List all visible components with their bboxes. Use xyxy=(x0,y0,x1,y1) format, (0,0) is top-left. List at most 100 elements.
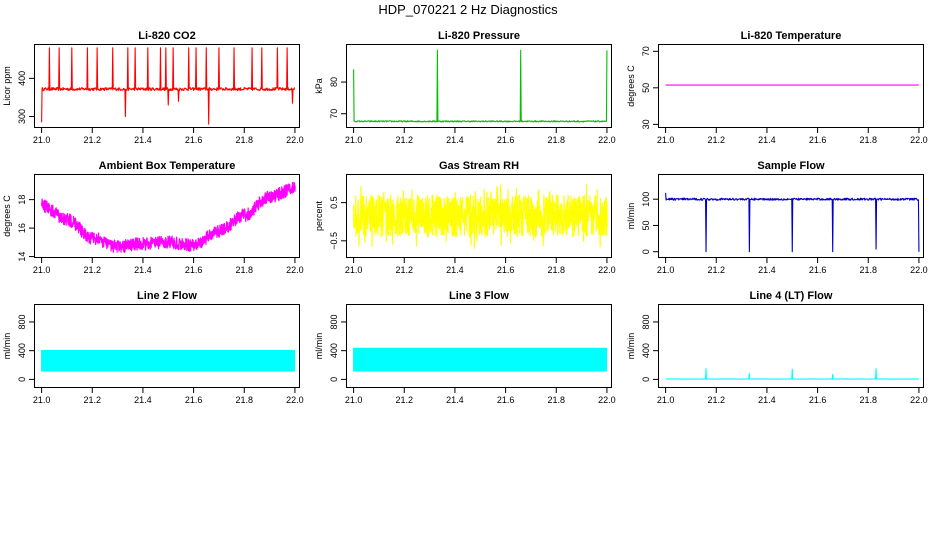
panel-title: Line 2 Flow xyxy=(137,290,197,302)
x-tick-label: 21.4 xyxy=(134,265,152,275)
panel-title: Sample Flow xyxy=(757,160,825,172)
x-tick-label: 21.4 xyxy=(134,395,152,405)
chart-panel: Line 4 (LT) Flow ml/min 21.0 21.2 21.4 21.6 21… xyxy=(626,290,928,405)
x-tick-label: 21.6 xyxy=(809,395,827,405)
y-tick-label: 400 xyxy=(17,343,27,358)
x-tick-label: 21.8 xyxy=(860,135,878,145)
y-tick-label: 800 xyxy=(17,314,27,329)
figure-title: HDP_070221 2 Hz Diagnostics xyxy=(378,2,558,17)
x-tick-label: 21.2 xyxy=(396,265,414,275)
y-tick-label: 16 xyxy=(17,223,27,233)
x-tick-label: 21.0 xyxy=(657,135,675,145)
x-tick-label: 21.2 xyxy=(84,395,102,405)
x-tick-label: 21.0 xyxy=(33,265,51,275)
series-line-line2 xyxy=(41,349,295,372)
x-tick-label: 21.0 xyxy=(345,135,363,145)
x-tick-label: 21.8 xyxy=(236,395,254,405)
x-tick-label: 21.0 xyxy=(657,395,675,405)
y-tick-label: 70 xyxy=(641,46,651,56)
y-tick-label: 0 xyxy=(329,377,339,382)
y-tick-label: 50 xyxy=(641,220,651,230)
plot-border xyxy=(34,174,300,258)
plot-area xyxy=(41,47,296,125)
y-tick-label: 400 xyxy=(17,71,27,86)
x-tick-label: 22.0 xyxy=(286,265,304,275)
panel-title: Line 4 (LT) Flow xyxy=(750,290,833,302)
x-tick-label: 21.8 xyxy=(548,135,566,145)
y-tick-label: 0 xyxy=(641,249,651,254)
y-tick-label: 0 xyxy=(17,377,27,382)
x-tick-label: 21.2 xyxy=(84,135,102,145)
chart-panel: Ambient Box Temperature degrees C 21.0 21.2… xyxy=(2,160,304,275)
x-tick-label: 22.0 xyxy=(598,265,616,275)
y-tick-label: 800 xyxy=(329,314,339,329)
plot-border xyxy=(34,304,300,388)
x-tick-label: 21.0 xyxy=(33,395,51,405)
x-tick-label: 21.0 xyxy=(345,265,363,275)
plot-border xyxy=(346,304,612,388)
series-line-box_temp xyxy=(41,181,296,253)
x-tick-label: 21.4 xyxy=(134,135,152,145)
series-line-pressure xyxy=(353,49,608,123)
series-line-sample_flow xyxy=(665,192,920,253)
x-tick-label: 21.6 xyxy=(809,265,827,275)
x-tick-label: 21.6 xyxy=(185,395,203,405)
y-tick-label: 18 xyxy=(17,195,27,205)
y-axis-label: kPa xyxy=(314,78,324,94)
x-tick-label: 21.6 xyxy=(185,135,203,145)
panel-title: Li-820 Pressure xyxy=(438,30,520,42)
panel-title: Li-820 CO2 xyxy=(138,30,195,42)
chart-panel: Line 3 Flow ml/min 21.0 21.2 21.4 21.6 21.8 22.… xyxy=(314,290,616,405)
plot-border xyxy=(34,44,300,128)
x-tick-label: 21.4 xyxy=(758,265,776,275)
series-line-rh xyxy=(353,183,608,249)
x-tick-label: 21.8 xyxy=(860,395,878,405)
panel-title: Li-820 Temperature xyxy=(741,30,842,42)
chart-panel: Sample Flow ml/min 21.0 21.2 21.4 21.6 21.8 22.… xyxy=(626,160,928,275)
y-tick-label: −0.5 xyxy=(329,232,339,250)
x-tick-label: 21.4 xyxy=(758,135,776,145)
plot-border xyxy=(658,174,924,258)
y-tick-label: 100 xyxy=(641,192,651,207)
y-tick-label: 14 xyxy=(17,252,27,262)
x-tick-label: 21.4 xyxy=(758,395,776,405)
x-tick-label: 21.6 xyxy=(497,135,515,145)
series-line-co2 xyxy=(41,47,296,125)
x-tick-label: 21.2 xyxy=(396,395,414,405)
y-axis-label: ml/min xyxy=(626,203,636,230)
plot-border xyxy=(658,304,924,388)
series-line-line3 xyxy=(353,347,607,372)
y-axis-label: Licor ppm xyxy=(2,66,12,106)
x-tick-label: 21.2 xyxy=(396,135,414,145)
x-tick-label: 21.4 xyxy=(446,395,464,405)
x-tick-label: 21.0 xyxy=(657,265,675,275)
x-tick-label: 21.8 xyxy=(860,265,878,275)
chart-panel: Li-820 Pressure kPa 21.0 21.2 21.4 21.6 21.8 22… xyxy=(314,30,616,145)
y-tick-label: 800 xyxy=(641,314,651,329)
x-tick-label: 21.2 xyxy=(708,395,726,405)
y-tick-label: 80 xyxy=(329,77,339,87)
chart-panel: Line 2 Flow ml/min 21.0 21.2 21.4 21.6 21.8 22.… xyxy=(2,290,304,405)
x-tick-label: 21.2 xyxy=(84,265,102,275)
y-axis-label: percent xyxy=(314,200,324,231)
plot-area xyxy=(353,183,608,249)
x-tick-label: 22.0 xyxy=(286,135,304,145)
x-tick-label: 21.4 xyxy=(446,265,464,275)
x-tick-label: 21.8 xyxy=(548,395,566,405)
x-tick-label: 22.0 xyxy=(598,395,616,405)
y-axis-label: ml/min xyxy=(2,333,12,360)
y-tick-label: 0 xyxy=(641,377,651,382)
x-tick-label: 21.2 xyxy=(708,135,726,145)
x-tick-label: 21.6 xyxy=(185,265,203,275)
plot-area xyxy=(41,349,295,372)
chart-panel: Li-820 Temperature degrees C 21.0 21.2 21.4 2… xyxy=(626,30,928,145)
y-axis-label: ml/min xyxy=(626,333,636,360)
y-tick-label: 400 xyxy=(329,343,339,358)
plot-area xyxy=(665,192,920,253)
y-tick-label: 50 xyxy=(641,83,651,93)
chart-panel: Li-820 CO2 Licor ppm 21.0 21.2 21.4 21.6 21.8 2… xyxy=(2,30,304,145)
x-tick-label: 21.2 xyxy=(708,265,726,275)
plot-area xyxy=(353,347,607,372)
x-tick-label: 22.0 xyxy=(910,395,928,405)
